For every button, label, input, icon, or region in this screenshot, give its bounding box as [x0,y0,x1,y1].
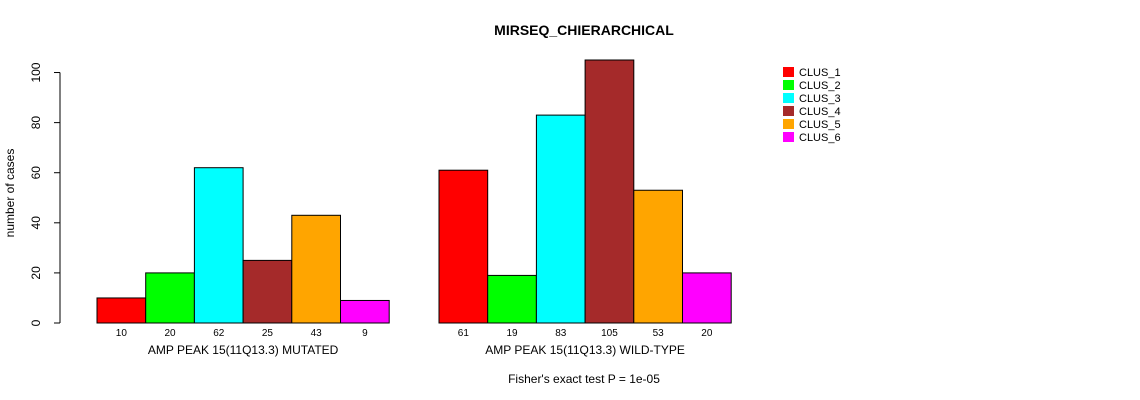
bar-count-label: 9 [362,328,368,339]
y-tick-label: 100 [29,62,43,82]
chart-title: MIRSEQ_CHIERARCHICAL [494,22,674,38]
bar [584,59,635,324]
legend-label: CLUS_6 [799,132,841,144]
legend-label: CLUS_4 [799,106,841,118]
bar-count-label: 53 [653,328,665,339]
bar [145,272,195,324]
bar-count-label: 25 [262,328,274,339]
bar-count-label: 43 [311,328,323,339]
bar-count-label: 61 [458,328,470,339]
legend-swatch [783,106,794,116]
bar [340,299,390,324]
bar-count-label: 83 [555,328,567,339]
bars-layer: 10 20 62 25 43 9 AMP PEAK 15(11Q13.3) MUTATED 6… [96,59,732,357]
bar [96,297,147,324]
bar [438,169,489,324]
bar-count-label: 20 [701,328,713,339]
group-label: AMP PEAK 15(11Q13.3) MUTATED [148,343,339,357]
legend-label: CLUS_3 [799,93,841,105]
y-tick-label: 60 [29,166,43,180]
legend-swatch [783,80,794,90]
legend-label: CLUS_2 [799,80,841,92]
bar [291,214,341,324]
legend-swatch [783,67,794,77]
y-tick-label: 80 [29,116,43,130]
bar [535,114,586,324]
y-axis-label: number of cases [3,149,17,238]
y-tick-label: 40 [29,216,43,230]
footnote: Fisher's exact test P = 1e-05 [508,372,660,386]
bar [242,259,293,324]
legend-label: CLUS_5 [799,119,841,131]
group-label: AMP PEAK 15(11Q13.3) WILD-TYPE [485,343,685,357]
legend-swatch [783,93,794,103]
bar-count-label: 10 [116,328,128,339]
legend-label: CLUS_1 [799,67,841,79]
bar-count-label: 19 [506,328,518,339]
bar [487,274,537,324]
bar [682,272,732,324]
y-tick-label: 0 [29,319,43,326]
y-tick-label: 20 [29,266,43,280]
legend-swatch [783,132,794,142]
bar-count-label: 62 [213,328,225,339]
legend-swatch [783,119,794,129]
bar [193,167,244,324]
bar-count-label: 20 [164,328,176,339]
y-axis: 0 20 40 60 80 100 [29,62,61,326]
bar-count-label: 105 [601,328,618,339]
bar [633,189,683,324]
